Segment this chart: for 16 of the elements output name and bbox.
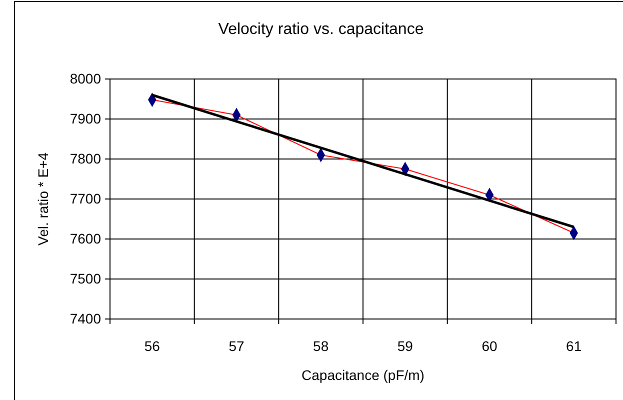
x-tick-label: 59 (397, 338, 414, 354)
x-tick-label: 60 (482, 338, 498, 354)
x-tick-label: 57 (228, 338, 244, 354)
y-tick-label: 7900 (70, 110, 102, 126)
y-tick-label: 8000 (70, 70, 102, 86)
x-tick-label: 58 (313, 338, 329, 354)
y-tick-label: 7700 (70, 190, 102, 206)
y-tick-label: 7600 (70, 230, 102, 246)
y-tick-label: 7400 (70, 310, 102, 326)
x-axis-title: Capacitance (pF/m) (302, 367, 424, 383)
x-tick-label: 61 (566, 338, 582, 354)
chart-title: Velocity ratio vs. capacitance (218, 21, 424, 38)
y-tick-label: 7800 (70, 150, 102, 166)
y-tick-label: 7500 (70, 270, 102, 286)
x-tick-label: 56 (144, 338, 160, 354)
y-axis-title: Vel. ratio * E+4 (35, 152, 51, 246)
